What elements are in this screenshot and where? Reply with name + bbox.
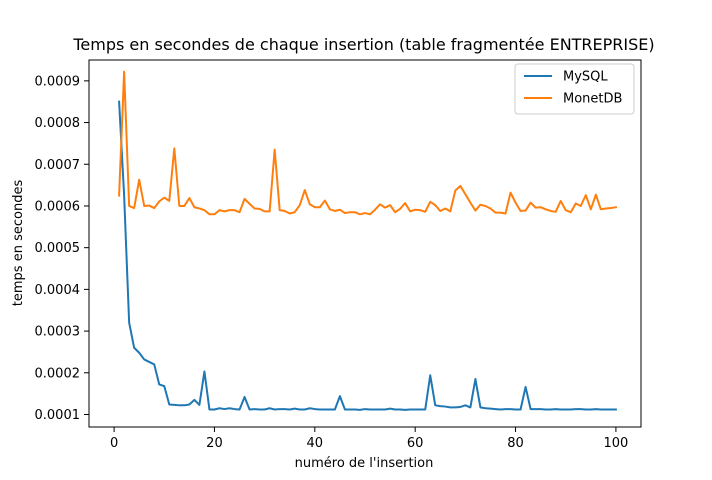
x-tick-label: 80 bbox=[507, 436, 524, 451]
x-tick-label: 40 bbox=[307, 436, 324, 451]
x-tick-label: 60 bbox=[407, 436, 424, 451]
y-tick-label: 0.0002 bbox=[35, 366, 81, 381]
x-tick-label: 100 bbox=[603, 436, 628, 451]
y-tick-label: 0.0007 bbox=[35, 158, 81, 173]
y-tick-label: 0.0008 bbox=[35, 116, 81, 131]
x-axis-label: numéro de l'insertion bbox=[295, 456, 434, 471]
y-tick-label: 0.0005 bbox=[35, 241, 81, 256]
y-tick-label: 0.0003 bbox=[35, 325, 81, 340]
y-axis-label: temps en secondes bbox=[11, 180, 26, 307]
series-line-mysql bbox=[118, 100, 617, 411]
plot-area bbox=[118, 70, 618, 411]
y-tick-label: 0.0006 bbox=[35, 199, 81, 214]
y-tick-label: 0.0001 bbox=[35, 408, 81, 423]
chart-title: Temps en secondes de chaque insertion (t… bbox=[72, 35, 654, 54]
legend-label-monetdb: MonetDB bbox=[563, 92, 622, 107]
x-tick-label: 0 bbox=[110, 436, 118, 451]
legend-label-mysql: MySQL bbox=[563, 70, 608, 85]
axes-frame bbox=[88, 59, 642, 428]
x-tick-label: 20 bbox=[206, 436, 223, 451]
series-line-monetdb bbox=[118, 70, 618, 216]
y-tick-label: 0.0004 bbox=[35, 283, 81, 298]
y-tick-label: 0.0009 bbox=[35, 74, 81, 89]
axes: 0 20 40 60 80 100 0.0001 0.0002 0.0003 0.0004 0.00… bbox=[35, 59, 642, 451]
legend: MySQL MonetDB bbox=[514, 63, 635, 115]
